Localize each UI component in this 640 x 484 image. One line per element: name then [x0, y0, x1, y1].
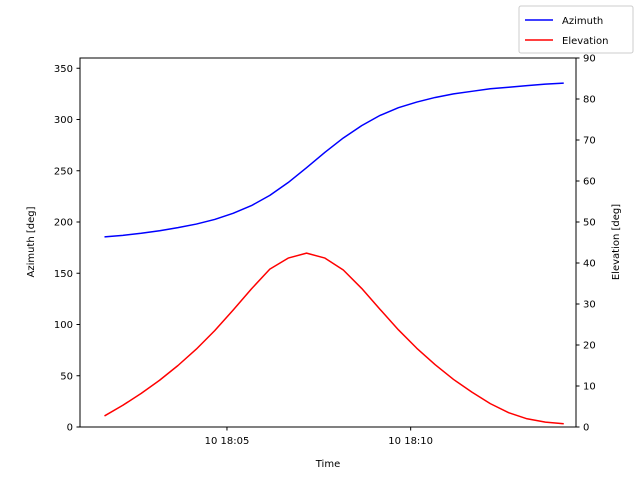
y-right-tick-label: 90: [583, 54, 596, 65]
y-left-tick-label: 100: [54, 320, 73, 331]
legend-frame: [518, 5, 634, 54]
y-left-tick-label: 150: [54, 269, 73, 280]
x-tick-label: 10 18:10: [388, 436, 433, 447]
y-left-tick-label: 200: [54, 218, 73, 229]
series-layer: [104, 82, 564, 425]
plot-area: [80, 58, 576, 427]
y-left-tick-label: 350: [54, 64, 73, 75]
y-right-tick-label: 60: [583, 177, 596, 188]
y-axis-left-label: Azimuth [deg]: [26, 206, 37, 277]
axes-layer: 0 50 100 150 200 250 300 350 0 10 20 30 40 50 60 70 80 90…: [54, 54, 596, 448]
series-line-azimuth: [104, 82, 564, 238]
y-right-tick-label: 0: [583, 423, 589, 434]
series-line-elevation: [104, 252, 564, 425]
x-tick-label: 10 18:05: [205, 436, 250, 447]
legend: Azimuth Elevation: [518, 5, 634, 54]
y-right-tick-label: 40: [583, 259, 596, 270]
y-left-tick-label: 300: [54, 115, 73, 126]
axes-frame: [79, 57, 577, 428]
y-right-tick-label: 70: [583, 136, 596, 147]
y-right-tick-label: 50: [583, 218, 596, 229]
y-right-tick-label: 20: [583, 341, 596, 352]
x-axis-label: Time: [315, 459, 340, 470]
y-right-tick-label: 30: [583, 300, 596, 311]
legend-label-elevation: Elevation: [562, 36, 608, 47]
legend-label-azimuth: Azimuth: [562, 16, 603, 27]
plot-background: [80, 58, 576, 427]
y-left-tick-label: 250: [54, 166, 73, 177]
y-right-tick-label: 10: [583, 382, 596, 393]
y-axis-right-label: Elevation [deg]: [611, 204, 622, 280]
y-right-tick-label: 80: [583, 95, 596, 106]
y-left-tick-label: 50: [60, 371, 73, 382]
y-left-tick-label: 0: [67, 423, 73, 434]
